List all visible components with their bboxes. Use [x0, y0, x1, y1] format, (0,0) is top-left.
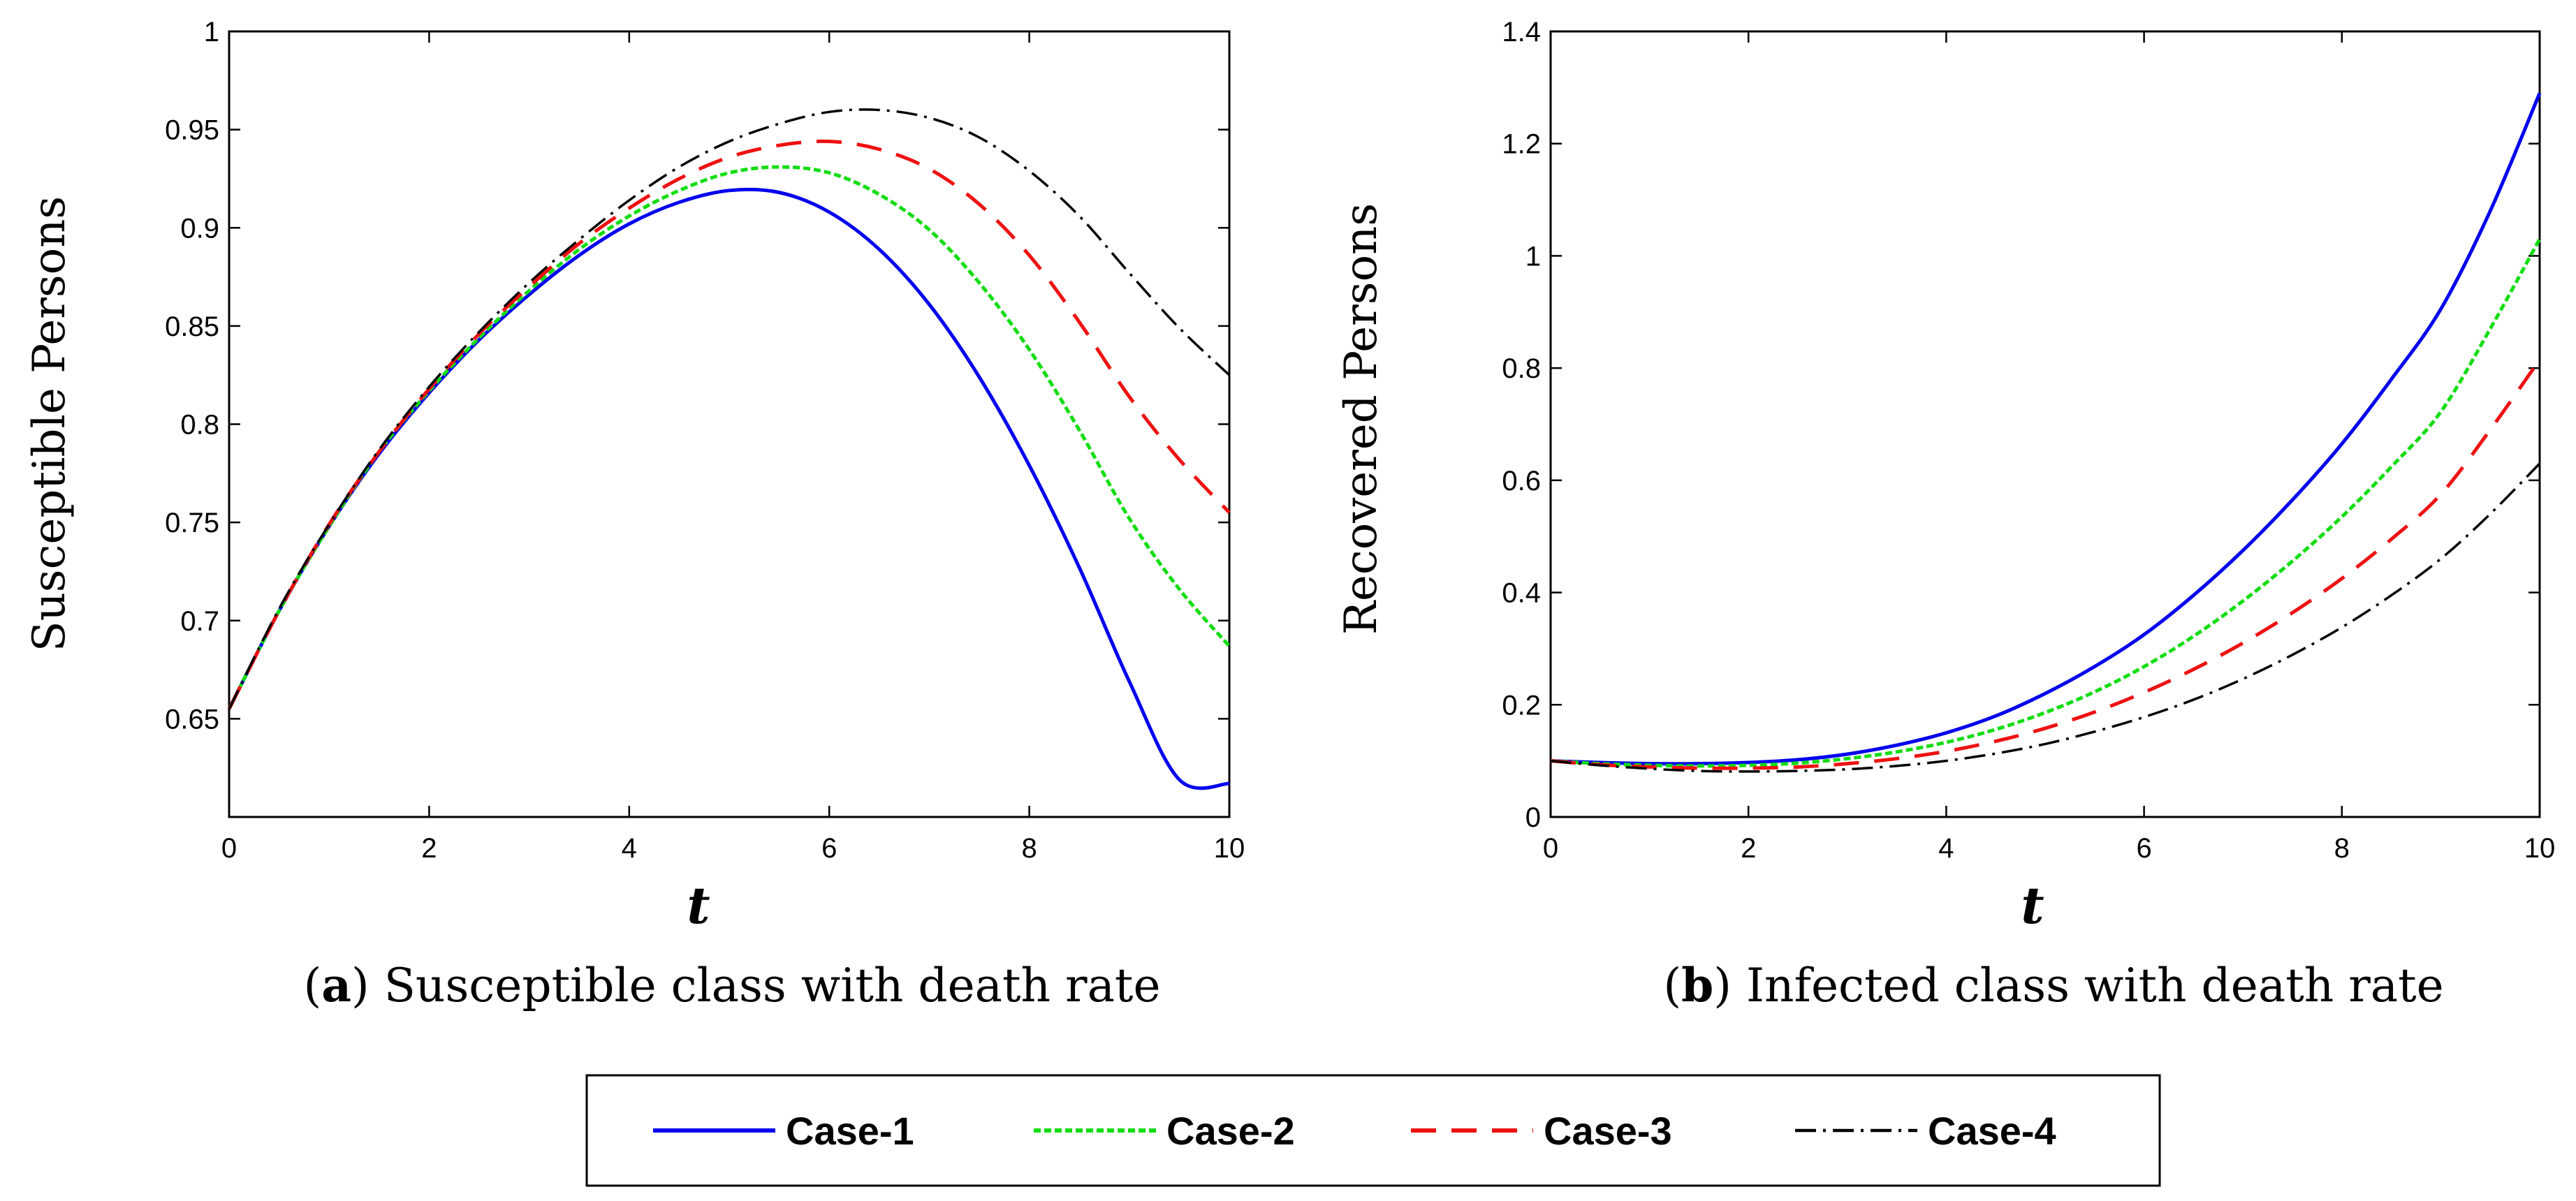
legend-box: [585, 1074, 2161, 1187]
x-tick-label: 4: [622, 833, 637, 864]
caption-b-text: Infected class with death rate: [1746, 959, 2444, 1012]
caption-b: (b) Infected class with death rate: [1663, 958, 2443, 1012]
y-axis-label-a: Susceptible Persons: [24, 196, 75, 652]
y-tick-label: 1.2: [1502, 129, 1541, 160]
x-tick-label: 10: [1214, 833, 1245, 864]
series-line-case-1: [1550, 92, 2542, 766]
x-tick-label: 2: [1741, 833, 1756, 864]
series-line-case-4: [1550, 462, 2541, 773]
y-tick-label: 0.2: [1502, 690, 1541, 721]
y-tick-label: 0.75: [165, 508, 219, 538]
caption-b-letter: b: [1681, 958, 1713, 1012]
x-tick-label: 4: [1938, 833, 1954, 864]
caption-a-letter: a: [321, 958, 351, 1012]
y-tick-label: 0.9: [180, 213, 219, 244]
x-axis-ticks-b: 0 2 4 6 8 10: [1543, 31, 2555, 864]
legend-entries: Case-1 Case-2 Case-3 Case-4: [653, 1109, 2056, 1153]
x-tick-label: 6: [821, 833, 837, 864]
y-tick-label: 0: [1525, 802, 1541, 833]
y-axis-ticks-b: 0 0.2 0.4 0.6 0.8 1 1.2 1.4: [1502, 17, 2540, 833]
y-axis-label-b: Recovered Persons: [1335, 203, 1387, 635]
y-tick-label: 0.7: [180, 606, 219, 637]
legend-label-case-1: Case-1: [786, 1109, 914, 1153]
plot-area-a: [228, 30, 1231, 818]
panel-b-chart: 0 0.2 0.4 0.6 0.8 1 1.2 1.4 0 2 4 6 8 10 Recovered P…: [1335, 17, 2555, 1012]
series-lines-b: [1550, 92, 2542, 773]
legend-label-case-4: Case-4: [1928, 1109, 2056, 1153]
plot-area-b: [1549, 30, 2541, 818]
x-tick-label: 2: [421, 833, 437, 864]
legend-label-case-3: Case-3: [1544, 1109, 1672, 1153]
x-axis-label-b: t: [2021, 876, 2044, 935]
series-line-case-2: [1550, 238, 2542, 768]
y-tick-label: 1.4: [1502, 17, 1541, 47]
y-tick-label: 1: [204, 17, 219, 47]
x-tick-label: 10: [2524, 833, 2556, 864]
legend: Case-1 Case-2 Case-3 Case-4: [585, 1074, 2161, 1187]
y-axis-ticks-a: 0.65 0.7 0.75 0.8 0.85 0.9 0.95 1: [165, 17, 1229, 735]
series-lines-a: [227, 108, 1231, 790]
y-tick-label: 1: [1525, 241, 1541, 272]
caption-a: (a) Susceptible class with death rate: [303, 958, 1160, 1012]
caption-a-text: Susceptible class with death rate: [384, 959, 1161, 1012]
x-tick-label: 0: [1543, 833, 1558, 864]
y-tick-label: 0.6: [1502, 466, 1541, 496]
x-axis-label-a: t: [687, 876, 710, 935]
x-tick-label: 6: [2136, 833, 2151, 864]
y-tick-label: 0.8: [1502, 353, 1541, 384]
panel-a-chart: 0.65 0.7 0.75 0.8 0.85 0.9 0.95 1 0 2 4 6 8 10 Susce…: [24, 17, 1245, 1012]
series-line-case-4: [228, 108, 1231, 710]
x-tick-label: 0: [221, 833, 237, 864]
series-line-case-3: [1550, 358, 2542, 770]
x-tick-label: 8: [2334, 833, 2350, 864]
y-tick-label: 0.65: [165, 704, 219, 735]
legend-label-case-2: Case-2: [1166, 1109, 1295, 1153]
y-tick-label: 0.95: [165, 115, 219, 146]
x-tick-label: 8: [1021, 833, 1037, 864]
y-tick-label: 0.8: [180, 410, 219, 441]
series-line-case-3: [227, 139, 1231, 710]
y-tick-label: 0.85: [165, 311, 219, 342]
x-axis-ticks-a: 0 2 4 6 8 10: [221, 31, 1245, 864]
y-tick-label: 0.4: [1502, 578, 1541, 609]
